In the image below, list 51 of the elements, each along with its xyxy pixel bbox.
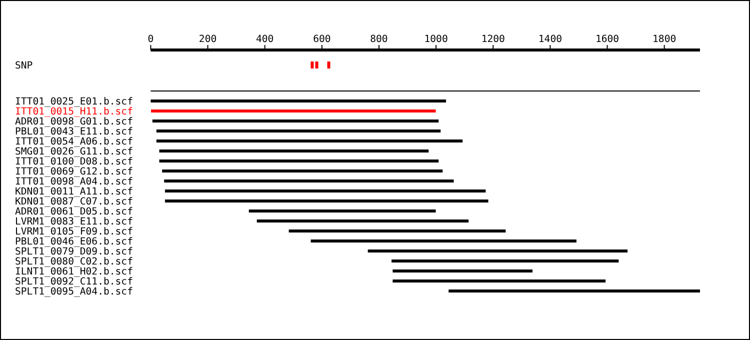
y-tick-label: ITT01_0100_D08.b.scf xyxy=(15,156,134,168)
bar xyxy=(150,100,446,102)
y-tick-label: SPLT1_0095_A04.b.scf xyxy=(15,286,134,298)
y-tick-label: ITT01_0025_E01.b.scf xyxy=(15,96,134,108)
y-tick-label: ITT01_0098_A04.b.scf xyxy=(15,176,134,188)
x-tick-label: 800 xyxy=(370,34,388,45)
y-tick-label: SNP xyxy=(15,60,33,72)
x-tick-label: 1800 xyxy=(652,34,676,45)
bar xyxy=(288,230,506,232)
bar xyxy=(150,110,436,112)
bar xyxy=(448,290,700,292)
bar xyxy=(164,180,454,182)
x-tick-label: 1600 xyxy=(595,34,620,45)
x-tick-label: 1200 xyxy=(481,34,506,45)
x-tick-label: 200 xyxy=(198,34,217,45)
y-tick-label: KDN01_0011_A11.b.scf xyxy=(15,186,134,198)
y-tick-label: SPLT1_0092_C11.b.scf xyxy=(15,276,134,288)
bar xyxy=(248,210,436,212)
bar xyxy=(156,140,463,142)
x-tick-label: 600 xyxy=(313,34,331,45)
bar xyxy=(164,190,486,192)
y-tick-label: ITT01_0054_A06.b.scf xyxy=(15,136,134,148)
x-tick-label: 1400 xyxy=(538,34,562,45)
bar xyxy=(310,240,576,242)
y-tick-label: KDN01_0087_C07.b.scf xyxy=(15,196,134,208)
bar xyxy=(164,200,488,202)
x-tick-label: 1000 xyxy=(424,34,448,45)
bar xyxy=(368,250,628,252)
bar xyxy=(162,170,443,172)
y-tick-label: ITT01_0069_G12.b.scf xyxy=(15,166,134,178)
y-tick-label: PBL01_0046_E06.b.scf xyxy=(15,236,134,248)
y-tick-label: SPLT1_0080_C02.b.scf xyxy=(15,256,134,268)
y-tick-label: ADR01_0061_D05.b.scf xyxy=(15,206,134,218)
y-tick-label: PBL01_0043_E11.b.scf xyxy=(15,126,134,138)
x-tick-label: 0 xyxy=(148,34,154,45)
x-tick-label: 400 xyxy=(256,34,274,45)
bar xyxy=(392,260,619,262)
bar xyxy=(159,160,439,162)
y-tick-label: ADR01_0098_G01.b.scf xyxy=(15,116,134,128)
y-tick-label: LVRM1_0105_F09.b.scf xyxy=(15,226,134,238)
y-tick-label: SPLT1_0079_D09.b.scf xyxy=(15,246,134,258)
bar xyxy=(392,280,606,282)
bar xyxy=(156,130,441,132)
y-tick-label: LVRM1_0083_E11.b.scf xyxy=(15,216,134,228)
y-tick-label: ILNT1_0061_H02.b.scf xyxy=(15,266,134,278)
bar xyxy=(159,150,429,152)
bar xyxy=(152,120,439,122)
bar xyxy=(392,270,532,272)
y-tick-label: SMG01_0026_G11.b.scf xyxy=(15,146,134,158)
bar xyxy=(256,220,469,222)
y-tick-label: ITT01_0015_H11.b.scf xyxy=(15,106,134,118)
